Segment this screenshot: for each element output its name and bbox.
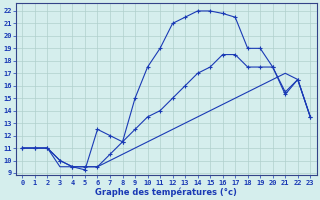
X-axis label: Graphe des températures (°c): Graphe des températures (°c) bbox=[95, 187, 237, 197]
